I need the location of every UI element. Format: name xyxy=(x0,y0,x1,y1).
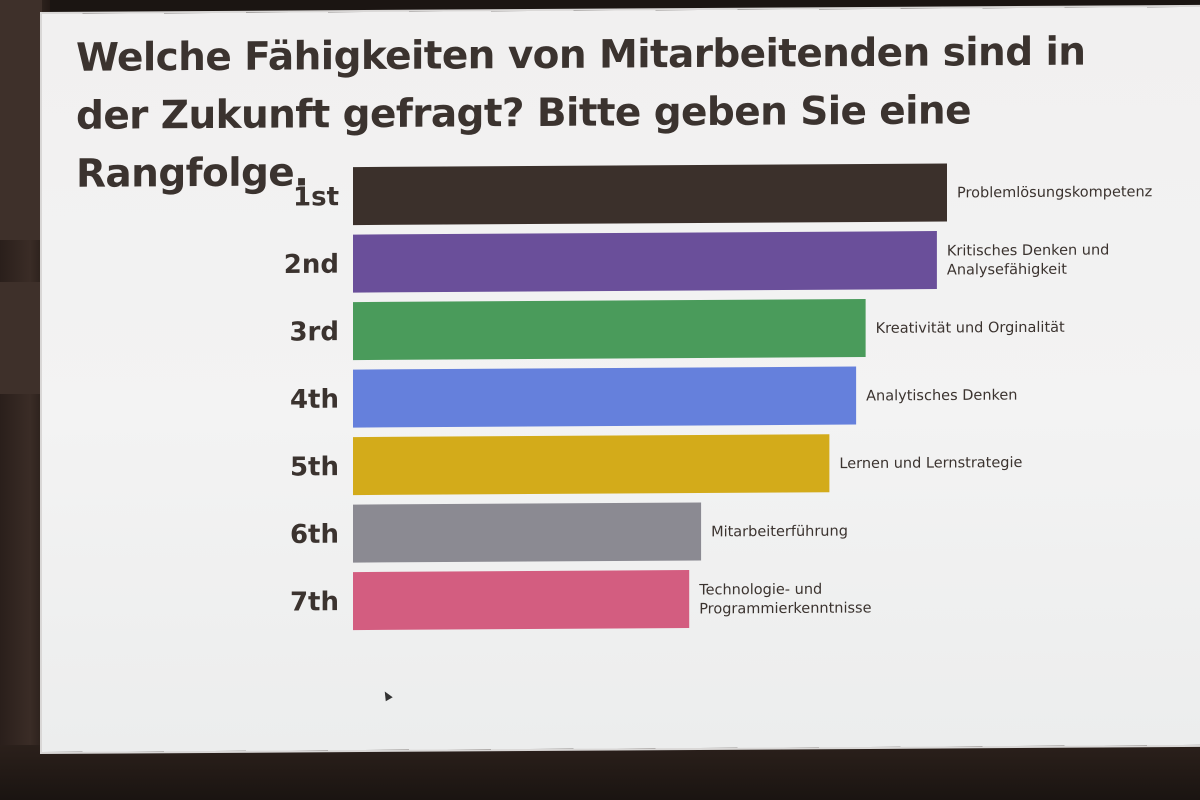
category-label-3: Kreativität und Orginalität xyxy=(876,320,1065,337)
rank-label-7: 7th xyxy=(290,587,339,617)
category-label-line: Problemlösungskompetenz xyxy=(957,184,1152,201)
wall-panel xyxy=(0,0,42,240)
category-label-line: Kritisches Denken und xyxy=(947,242,1109,259)
category-label-line: Programmierkenntnisse xyxy=(699,600,871,617)
ranking-bar-chart: 1st Problemlösungskompetenz 2nd Kritisches … xyxy=(284,163,1152,631)
category-label-2: Kritisches Denken und Analysefähigkeit xyxy=(947,242,1109,278)
rank-label-6: 6th xyxy=(290,520,339,550)
rank-label-2: 2nd xyxy=(284,250,339,280)
category-label-line: Analysefähigkeit xyxy=(947,262,1067,279)
wall-left xyxy=(0,0,50,800)
bar-rank-5 xyxy=(353,434,830,496)
bar-rank-7 xyxy=(353,570,690,631)
category-label-line: Analytisches Denken xyxy=(866,388,1017,405)
rank-label-3: 3rd xyxy=(289,317,339,347)
bar-rank-3 xyxy=(353,298,866,361)
wall-panel xyxy=(0,282,42,394)
category-label-1: Problemlösungskompetenz xyxy=(957,184,1152,201)
rank-label-4: 4th xyxy=(290,385,339,415)
wall-bottom xyxy=(0,745,1200,800)
category-label-7: Technologie- und Programmierkenntnisse xyxy=(698,581,871,617)
category-label-line: Technologie- und xyxy=(698,582,822,599)
rank-label-1: 1st xyxy=(293,182,339,212)
bar-rank-1 xyxy=(353,163,947,226)
category-label-line: Mitarbeiterführung xyxy=(711,524,848,541)
category-label-line: Lernen und Lernstrategie xyxy=(839,455,1022,472)
category-label-line: Kreativität und Orginalität xyxy=(876,320,1065,337)
bar-rank-4 xyxy=(353,366,857,428)
rank-label-5: 5th xyxy=(290,452,339,482)
category-label-6: Mitarbeiterführung xyxy=(711,524,848,541)
bar-rank-2 xyxy=(353,231,937,293)
projection-screen: Welche Fähigkeiten von Mitarbeitenden si… xyxy=(42,6,1200,753)
category-label-4: Analytisches Denken xyxy=(866,388,1017,405)
category-label-5: Lernen und Lernstrategie xyxy=(839,455,1022,472)
bar-rank-6 xyxy=(353,502,702,563)
